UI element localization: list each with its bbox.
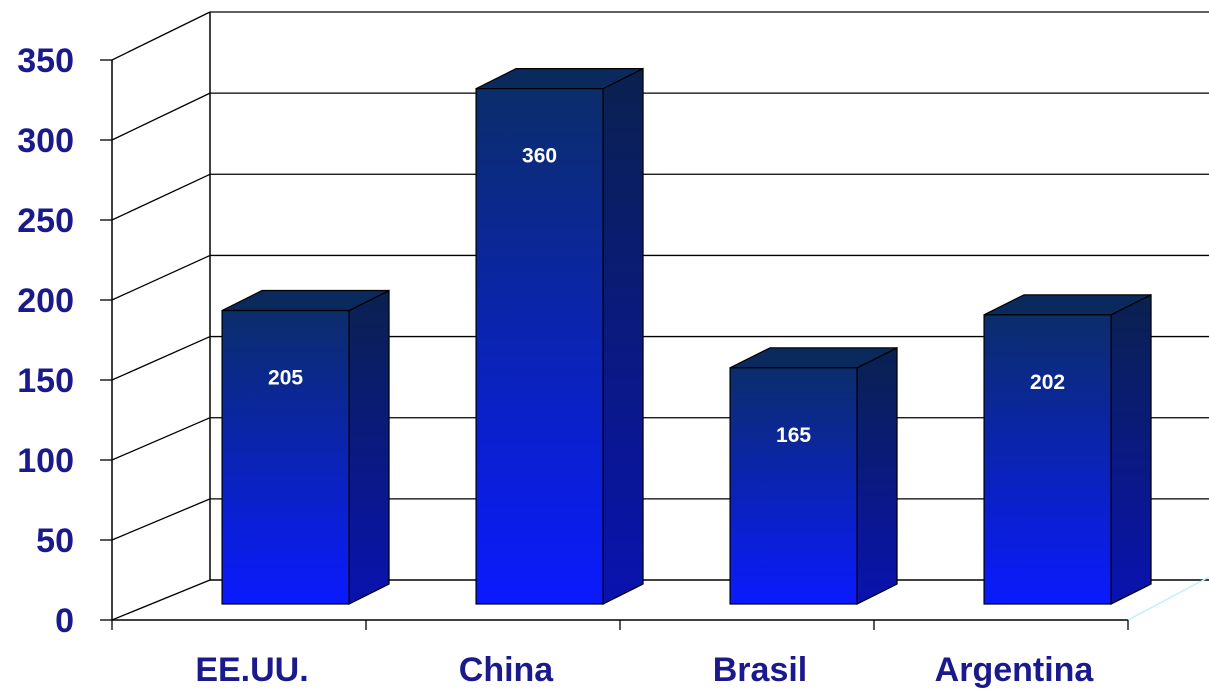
gridline-diagonal — [111, 92, 211, 141]
bar-side — [1110, 293, 1152, 605]
y-tick-label: 150 — [17, 362, 74, 400]
bar-side — [348, 289, 390, 605]
gridline-diagonal — [111, 417, 211, 461]
y-tick-label: 350 — [17, 42, 74, 80]
bar-front — [983, 314, 1112, 605]
bar-front — [221, 309, 350, 605]
y-axis-tick-labels: 0 50 100 150 200 250 300 350 — [17, 42, 74, 640]
gridline-diagonal — [111, 498, 211, 541]
floor-left-edge — [111, 579, 211, 621]
bars: 205 360 165 202 — [221, 67, 1152, 605]
y-tick-label: 50 — [36, 522, 74, 560]
x-tick-label: China — [459, 651, 555, 689]
y-tick-label: 0 — [55, 602, 74, 640]
bar-front — [475, 88, 604, 605]
x-tick-label: Argentina — [935, 651, 1095, 689]
floor-right-edge — [1127, 576, 1209, 621]
bar: 360 — [475, 67, 644, 605]
bar: 202 — [983, 293, 1152, 605]
bar: 165 — [729, 346, 898, 605]
bar-side — [602, 67, 644, 605]
x-tick-label: Brasil — [713, 651, 808, 689]
bar-data-label: 165 — [776, 424, 811, 447]
bar-data-label: 360 — [522, 145, 557, 168]
gridline-diagonal — [111, 11, 211, 61]
bar-front — [729, 367, 858, 605]
bar: 205 — [221, 289, 390, 605]
gridline-diagonal — [111, 335, 211, 381]
y-tick-label: 100 — [17, 442, 74, 480]
bar-side — [856, 346, 898, 605]
bar-data-label: 202 — [1030, 371, 1065, 394]
gridline-diagonal — [111, 254, 211, 301]
x-axis-tick-labels: EE.UU. China Brasil Argentina — [195, 651, 1094, 689]
y-tick-label: 250 — [17, 202, 74, 240]
bar-data-label: 205 — [268, 367, 303, 390]
y-tick-label: 200 — [17, 282, 74, 320]
y-tick-label: 300 — [17, 122, 74, 160]
gridline-diagonal — [111, 173, 211, 221]
x-tick-label: EE.UU. — [195, 651, 308, 689]
